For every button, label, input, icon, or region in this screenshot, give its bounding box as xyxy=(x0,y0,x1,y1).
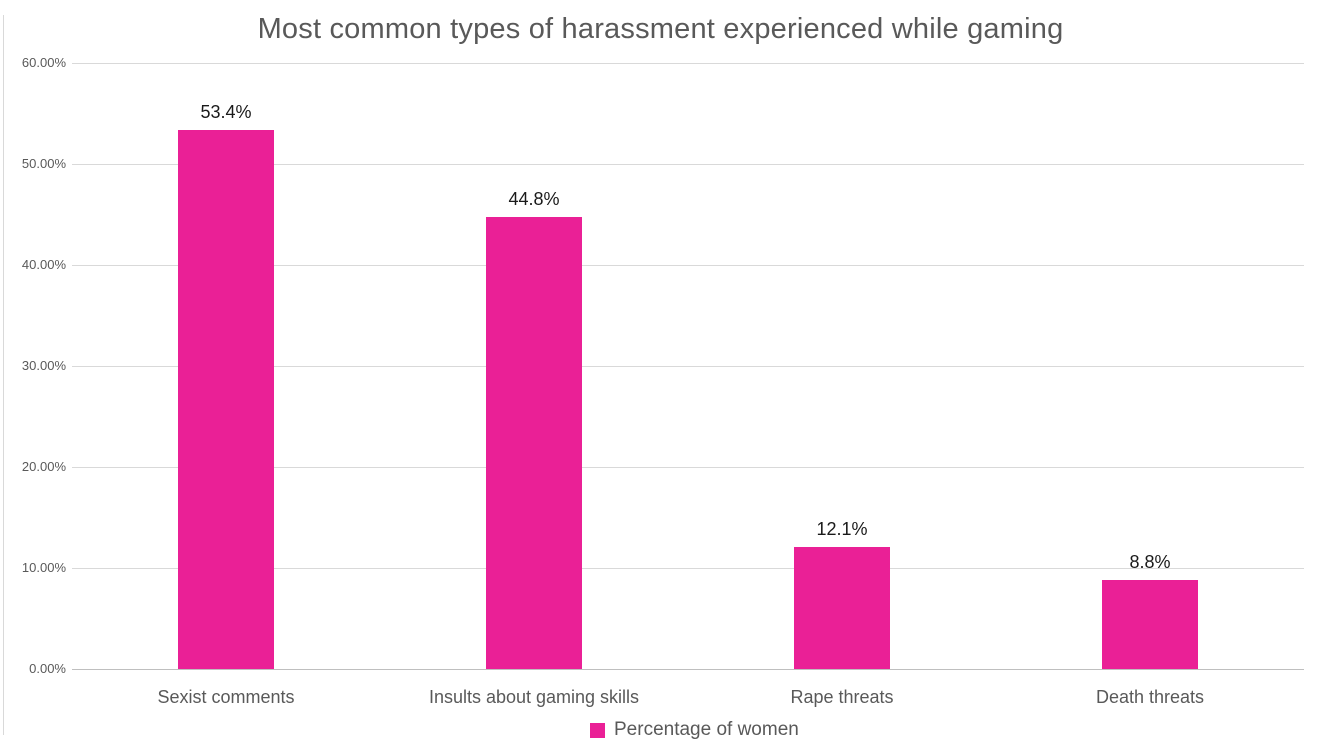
x-axis-category-label: Rape threats xyxy=(790,687,894,707)
bar-data-label: 53.4% xyxy=(200,101,252,122)
y-axis-tick-label: 20.00% xyxy=(21,459,66,474)
bar-data-label: 8.8% xyxy=(1129,552,1171,573)
gridline xyxy=(72,265,1304,266)
y-axis-tick-label: 40.00% xyxy=(21,257,66,272)
bar-data-label: 44.8% xyxy=(508,188,560,209)
bar xyxy=(178,129,274,669)
y-axis-tick-label: 10.00% xyxy=(21,560,66,575)
gridline xyxy=(72,467,1304,468)
y-axis-tick-label: 60.00% xyxy=(21,55,66,70)
gridline xyxy=(72,366,1304,367)
legend-swatch xyxy=(590,722,605,738)
bar xyxy=(1102,580,1198,669)
x-axis-category-label: Death threats xyxy=(1095,687,1205,707)
bar xyxy=(794,546,890,669)
chart-border-left xyxy=(3,15,4,735)
y-axis-tick-label: 0.00% xyxy=(29,661,66,676)
plot-area: 0.00% 10.00% 20.00% 30.00% 40.00% 50.00% 60.00… xyxy=(22,55,1304,707)
gridline xyxy=(72,63,1304,64)
x-axis-line xyxy=(72,669,1304,670)
x-axis-category-label: Sexist comments xyxy=(157,687,295,707)
bar-data-label: 12.1% xyxy=(816,518,868,539)
legend-label: Percentage of women xyxy=(614,719,799,740)
bar xyxy=(486,216,582,669)
x-axis-category-label: Insults about gaming skills xyxy=(428,687,640,707)
y-axis-tick-label: 30.00% xyxy=(21,358,66,373)
legend: Percentage of women xyxy=(590,719,799,741)
y-axis-tick-label: 50.00% xyxy=(21,156,66,171)
gridline xyxy=(72,164,1304,165)
chart-title: Most common types of harassment experien… xyxy=(257,13,1064,45)
gridline xyxy=(72,568,1304,569)
